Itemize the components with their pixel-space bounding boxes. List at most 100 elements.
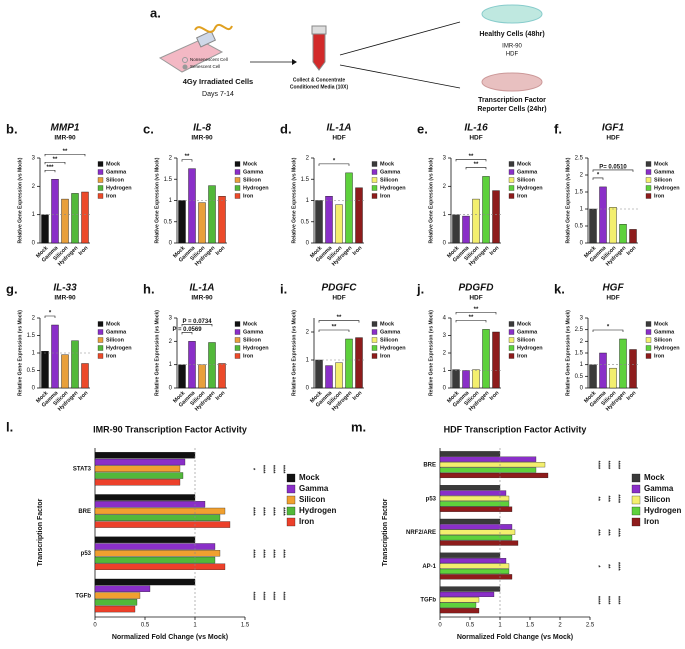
bar	[61, 354, 69, 389]
legend-label: Gamma	[380, 329, 401, 335]
bar	[439, 563, 510, 569]
legend-label: Hydrogen	[644, 506, 681, 515]
panel-label: j.	[416, 281, 424, 296]
bar	[462, 215, 470, 244]
bar	[51, 179, 59, 244]
significance-bracket	[181, 159, 193, 162]
bar	[472, 198, 480, 244]
arrow	[339, 21, 461, 56]
legend-label: Mock	[654, 161, 669, 167]
y-axis-label: Relative Gene Expression (vs Mock)	[17, 310, 23, 396]
significance-label: ****	[260, 465, 266, 474]
legend-label: Iron	[654, 353, 665, 359]
chart-title: IMR-90 Transcription Factor Activity	[93, 424, 247, 434]
y-tick-label: 1.5	[27, 333, 36, 339]
legend-label: Hydrogen	[517, 185, 543, 191]
bar	[452, 214, 460, 244]
legend-swatch	[97, 353, 104, 359]
bar	[335, 204, 343, 244]
legend-label: Iron	[106, 353, 117, 359]
significance-label: ****	[605, 596, 611, 605]
significance-label: **	[469, 154, 474, 160]
legend-label: Mock	[517, 161, 532, 167]
legend-swatch	[645, 169, 652, 175]
bar	[188, 341, 196, 389]
y-tick-label: 1	[443, 368, 447, 374]
significance-label: ****	[250, 592, 256, 601]
y-tick-label: TGFb	[420, 598, 436, 604]
legend-swatch	[234, 345, 241, 351]
bar	[41, 214, 49, 244]
bar	[482, 176, 490, 244]
significance-label: P = 0.0569	[172, 327, 202, 333]
legend-swatch	[631, 484, 641, 494]
x-tick-label: 2	[558, 623, 562, 629]
x-tick-label: Iron	[626, 245, 638, 257]
significance-label: ****	[615, 596, 621, 605]
y-tick-label: 0.5	[575, 224, 584, 230]
legend-swatch	[234, 329, 241, 335]
significance-label: ****	[270, 465, 276, 474]
y-axis-label: Transcription Factor	[382, 498, 389, 566]
panel-label: i.	[280, 281, 287, 296]
legend-swatch	[508, 321, 515, 327]
significance-label: **	[474, 162, 479, 168]
bar	[94, 605, 136, 613]
legend-swatch	[286, 517, 296, 527]
bar	[439, 506, 513, 512]
legend-swatch	[645, 193, 652, 199]
legend-swatch	[97, 169, 104, 175]
x-tick-label: Iron	[78, 245, 90, 257]
bar	[619, 224, 627, 244]
significance-label: **	[53, 157, 58, 163]
bar	[94, 585, 151, 592]
legend-swatch	[371, 337, 378, 343]
legend-label: Silicon	[106, 177, 125, 183]
significance-label: ****	[615, 562, 621, 571]
legend-swatch	[371, 193, 378, 199]
significance-label: ****	[280, 549, 286, 558]
bar	[472, 369, 480, 389]
bar	[81, 363, 89, 389]
x-tick-label: 0	[438, 623, 442, 629]
significance-label: ****	[270, 592, 276, 601]
step-text: Collect & Concentrate	[293, 77, 345, 83]
bar	[452, 369, 460, 389]
y-tick-label: 3	[443, 333, 447, 339]
panel-label: d.	[280, 121, 292, 136]
significance-label: *	[607, 325, 610, 331]
y-tick-label: 1	[32, 351, 36, 357]
bar	[439, 467, 537, 473]
y-tick-label: 1.5	[575, 351, 584, 357]
significance-label: ****	[260, 592, 266, 601]
legend-label: Mock	[517, 321, 532, 327]
legend-swatch	[97, 193, 104, 199]
bar	[439, 602, 477, 608]
bar	[94, 578, 196, 586]
panel-label: g.	[6, 281, 18, 296]
legend-label: Silicon	[243, 177, 262, 183]
bar	[589, 208, 597, 244]
tube-cap	[311, 25, 327, 35]
y-tick-label: 2	[443, 184, 447, 190]
bar	[94, 514, 221, 521]
y-tick-label: 1	[169, 198, 173, 204]
step-title: 4Gy Irradiated Cells	[183, 77, 253, 86]
output-text: HDF	[506, 52, 519, 58]
legend-swatch	[371, 353, 378, 359]
legend-swatch	[508, 177, 515, 183]
legend-label: Gamma	[106, 169, 127, 175]
y-tick-label: 1.5	[164, 177, 173, 183]
legend-label: Gamma	[243, 329, 264, 335]
bar	[439, 608, 480, 614]
y-tick-label: 0.5	[301, 219, 310, 225]
bar	[94, 521, 231, 528]
dish	[481, 4, 543, 24]
y-tick-label: 0	[306, 241, 310, 247]
x-tick-label: Iron	[626, 390, 638, 402]
legend-swatch	[234, 353, 241, 359]
legend-label: Mock	[243, 321, 258, 327]
bar	[198, 202, 206, 244]
bar	[355, 187, 363, 244]
x-tick-label: Iron	[215, 245, 227, 257]
